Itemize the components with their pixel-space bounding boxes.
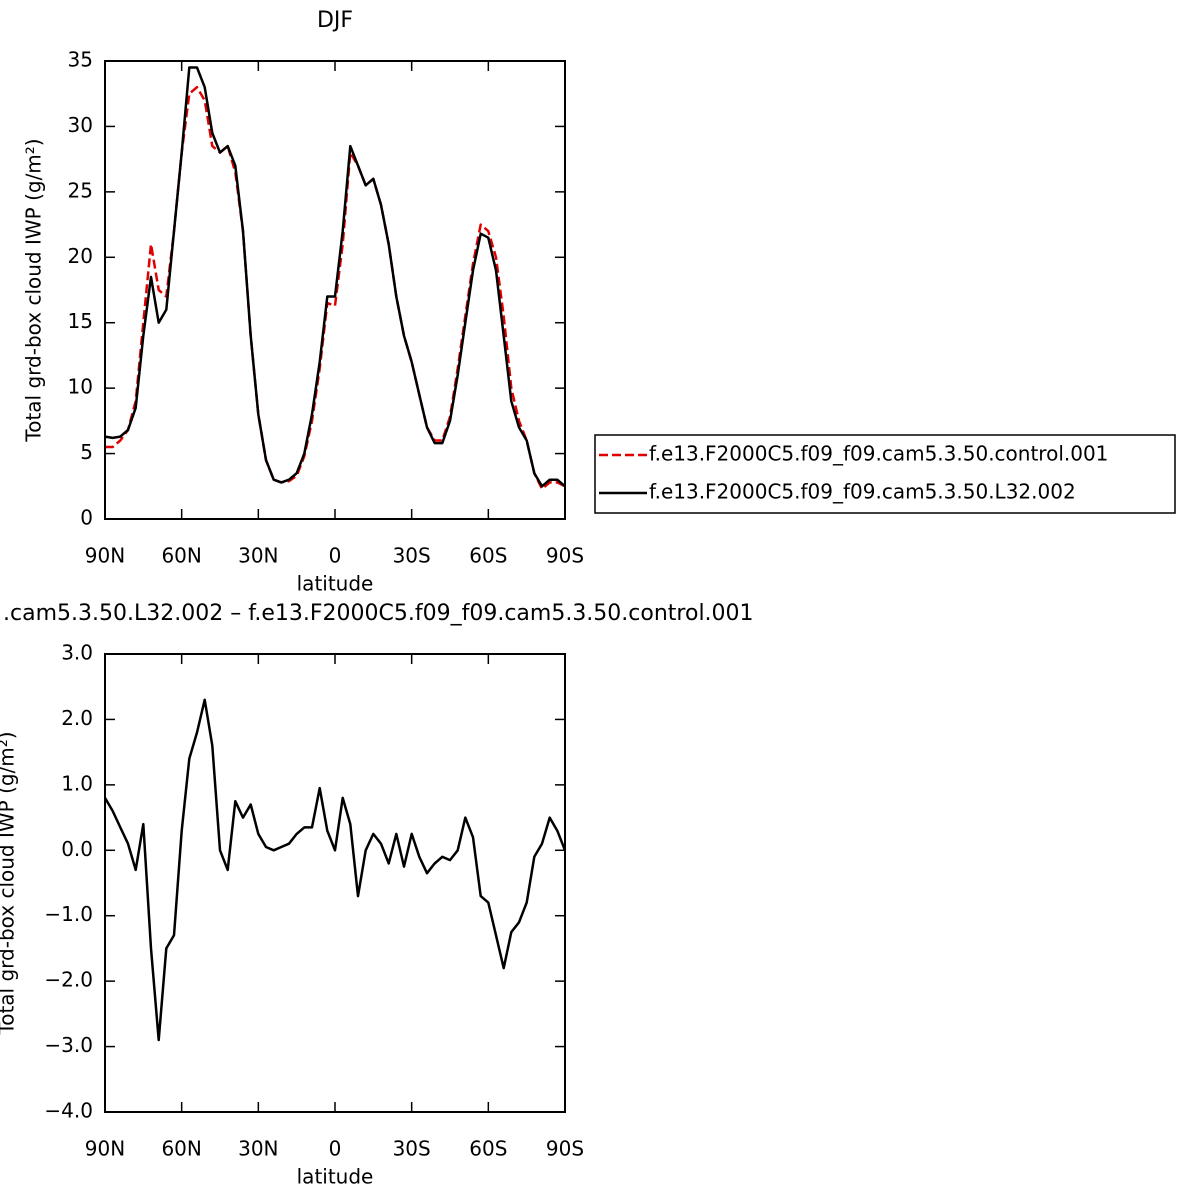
- y-tick-label: −4.0: [44, 1099, 93, 1123]
- y-axis-label: Total grd-box cloud IWP (g/m²): [22, 138, 46, 442]
- y-tick-label: 35: [68, 48, 93, 72]
- x-axis-label: latitude: [297, 572, 374, 596]
- legend-box: [594, 434, 1176, 514]
- x-tick-label: 90S: [546, 1137, 584, 1161]
- x-axis-label: latitude: [297, 1165, 374, 1189]
- y-tick-label: 0: [80, 506, 93, 530]
- x-tick-label: 60N: [161, 544, 201, 568]
- x-tick-label: 30N: [238, 1137, 278, 1161]
- x-tick-label: 90N: [85, 1137, 125, 1161]
- y-axis-label: Total grd-box cloud IWP (g/m²): [0, 731, 19, 1035]
- x-tick-label: 60S: [469, 1137, 507, 1161]
- plot-frame: [104, 60, 566, 520]
- x-tick-label: 90N: [85, 544, 125, 568]
- legend-label: f.e13.F2000C5.f09_f09.cam5.3.50.control.…: [649, 442, 1108, 466]
- x-tick-label: 30S: [393, 544, 431, 568]
- x-tick-label: 30N: [238, 544, 278, 568]
- y-tick-label: 2.0: [61, 706, 93, 730]
- data-line: [103, 698, 567, 1042]
- y-tick-label: 30: [68, 113, 93, 137]
- x-tick-label: 0: [329, 544, 342, 568]
- data-line: [104, 66, 566, 488]
- legend: f.e13.F2000C5.f09_f09.cam5.3.50.control.…: [594, 434, 1176, 514]
- y-tick-label: 20: [68, 244, 93, 268]
- x-tick-label: 60S: [469, 544, 507, 568]
- y-tick-label: 10: [68, 375, 93, 399]
- legend-label: f.e13.F2000C5.f09_f09.cam5.3.50.L32.002: [649, 480, 1076, 504]
- plot-frame: [104, 653, 566, 1113]
- x-tick-label: 90S: [546, 544, 584, 568]
- y-tick-label: 25: [68, 178, 93, 202]
- y-tick-label: 1.0: [61, 771, 93, 795]
- y-tick-label: 5: [80, 440, 93, 464]
- x-tick-label: 60N: [161, 1137, 201, 1161]
- y-tick-label: 15: [68, 309, 93, 333]
- y-tick-label: −3.0: [44, 1033, 93, 1057]
- x-tick-label: 30S: [393, 1137, 431, 1161]
- y-tick-label: −1.0: [44, 902, 93, 926]
- x-tick-label: 0: [329, 1137, 342, 1161]
- y-tick-label: 0.0: [61, 837, 93, 861]
- y-tick-label: 3.0: [61, 641, 93, 665]
- chart-title: .cam5.3.50.L32.002 – f.e13.F2000C5.f09_f…: [3, 601, 754, 626]
- y-tick-label: −2.0: [44, 968, 93, 992]
- chart-title: DJF: [317, 8, 353, 33]
